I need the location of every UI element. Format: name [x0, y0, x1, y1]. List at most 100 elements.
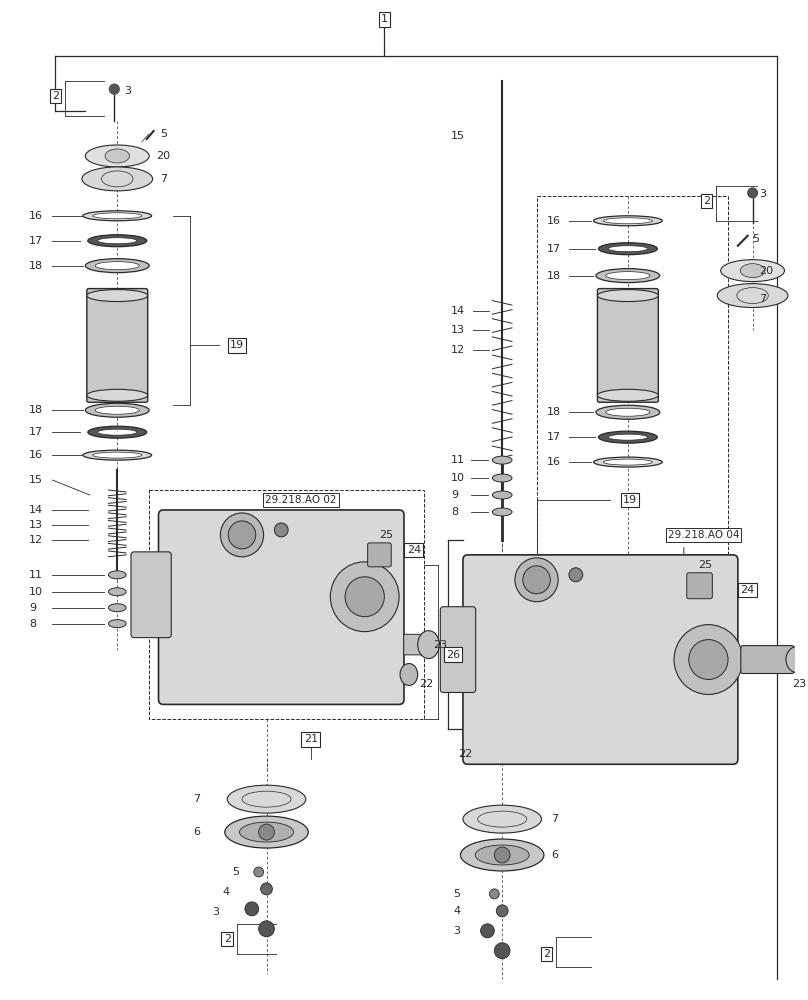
Ellipse shape [98, 238, 137, 244]
Ellipse shape [740, 264, 765, 278]
Ellipse shape [599, 243, 658, 255]
Text: 19: 19 [230, 340, 244, 350]
Ellipse shape [227, 785, 305, 813]
Text: 2: 2 [703, 196, 710, 206]
Ellipse shape [88, 235, 147, 247]
Circle shape [688, 640, 728, 680]
Circle shape [330, 562, 399, 632]
Text: 3: 3 [760, 189, 767, 199]
Ellipse shape [418, 631, 440, 659]
Text: 22: 22 [458, 749, 472, 759]
Text: 16: 16 [29, 450, 43, 460]
Ellipse shape [108, 604, 126, 612]
Text: 6: 6 [551, 850, 558, 860]
Ellipse shape [721, 260, 785, 282]
Text: 4: 4 [453, 906, 461, 916]
FancyBboxPatch shape [687, 573, 713, 599]
Circle shape [523, 566, 550, 594]
FancyBboxPatch shape [440, 607, 476, 692]
Ellipse shape [86, 145, 149, 167]
Ellipse shape [606, 272, 650, 280]
Text: 20: 20 [157, 151, 170, 161]
Text: 15: 15 [29, 475, 43, 485]
Text: 16: 16 [546, 216, 561, 226]
Ellipse shape [108, 620, 126, 628]
Text: 12: 12 [451, 345, 465, 355]
Circle shape [496, 905, 508, 917]
Text: 8: 8 [451, 507, 458, 517]
Ellipse shape [105, 149, 129, 163]
Text: 2: 2 [543, 949, 550, 959]
Text: 10: 10 [29, 587, 43, 597]
Ellipse shape [492, 508, 512, 516]
Ellipse shape [108, 588, 126, 596]
FancyBboxPatch shape [368, 543, 391, 567]
Ellipse shape [86, 259, 149, 273]
Text: 10: 10 [451, 473, 465, 483]
Text: 17: 17 [546, 244, 561, 254]
Circle shape [254, 867, 263, 877]
Text: 11: 11 [29, 570, 43, 580]
Ellipse shape [82, 167, 153, 191]
Circle shape [515, 558, 558, 602]
Text: 6: 6 [193, 827, 200, 837]
Ellipse shape [599, 431, 658, 443]
Text: 15: 15 [451, 131, 465, 141]
Circle shape [275, 523, 288, 537]
Circle shape [481, 924, 494, 938]
Ellipse shape [594, 457, 663, 467]
FancyBboxPatch shape [131, 552, 171, 638]
Text: 5: 5 [232, 867, 239, 877]
Text: 16: 16 [546, 457, 561, 467]
Ellipse shape [475, 845, 529, 865]
Ellipse shape [604, 218, 652, 224]
Text: 19: 19 [623, 495, 637, 505]
Text: 13: 13 [29, 520, 43, 530]
Ellipse shape [597, 389, 659, 401]
Text: 29.218.AO 02: 29.218.AO 02 [265, 495, 337, 505]
FancyBboxPatch shape [463, 555, 738, 764]
Ellipse shape [594, 216, 663, 226]
Ellipse shape [596, 269, 660, 283]
Ellipse shape [83, 450, 152, 460]
Ellipse shape [98, 429, 137, 435]
Ellipse shape [461, 839, 544, 871]
Circle shape [747, 188, 757, 198]
Text: 21: 21 [304, 734, 318, 744]
Text: 5: 5 [453, 889, 460, 899]
Circle shape [261, 883, 272, 895]
Text: 22: 22 [419, 679, 433, 689]
Circle shape [345, 577, 385, 617]
Text: 26: 26 [446, 650, 460, 660]
Text: 16: 16 [29, 211, 43, 221]
Text: 24: 24 [741, 585, 755, 595]
Text: 14: 14 [29, 505, 43, 515]
Text: 3: 3 [124, 86, 131, 96]
Ellipse shape [597, 290, 659, 302]
Circle shape [259, 824, 275, 840]
Ellipse shape [463, 805, 541, 833]
Text: 8: 8 [29, 619, 36, 629]
Ellipse shape [400, 664, 418, 685]
Text: 23: 23 [792, 679, 806, 689]
Circle shape [494, 943, 510, 959]
Ellipse shape [83, 211, 152, 221]
Ellipse shape [95, 406, 139, 414]
Text: 7: 7 [551, 814, 558, 824]
Circle shape [569, 568, 583, 582]
Text: 7: 7 [193, 794, 200, 804]
Text: 3: 3 [213, 907, 220, 917]
Ellipse shape [608, 246, 647, 252]
Text: 12: 12 [29, 535, 43, 545]
Circle shape [221, 513, 263, 557]
Circle shape [259, 921, 275, 937]
Text: 13: 13 [451, 325, 465, 335]
Ellipse shape [239, 822, 293, 842]
Ellipse shape [86, 290, 148, 302]
Text: 29.218.AO 04: 29.218.AO 04 [667, 530, 739, 540]
Ellipse shape [88, 426, 147, 438]
Ellipse shape [492, 474, 512, 482]
Text: 9: 9 [451, 490, 458, 500]
Circle shape [109, 84, 120, 94]
Ellipse shape [606, 408, 650, 416]
